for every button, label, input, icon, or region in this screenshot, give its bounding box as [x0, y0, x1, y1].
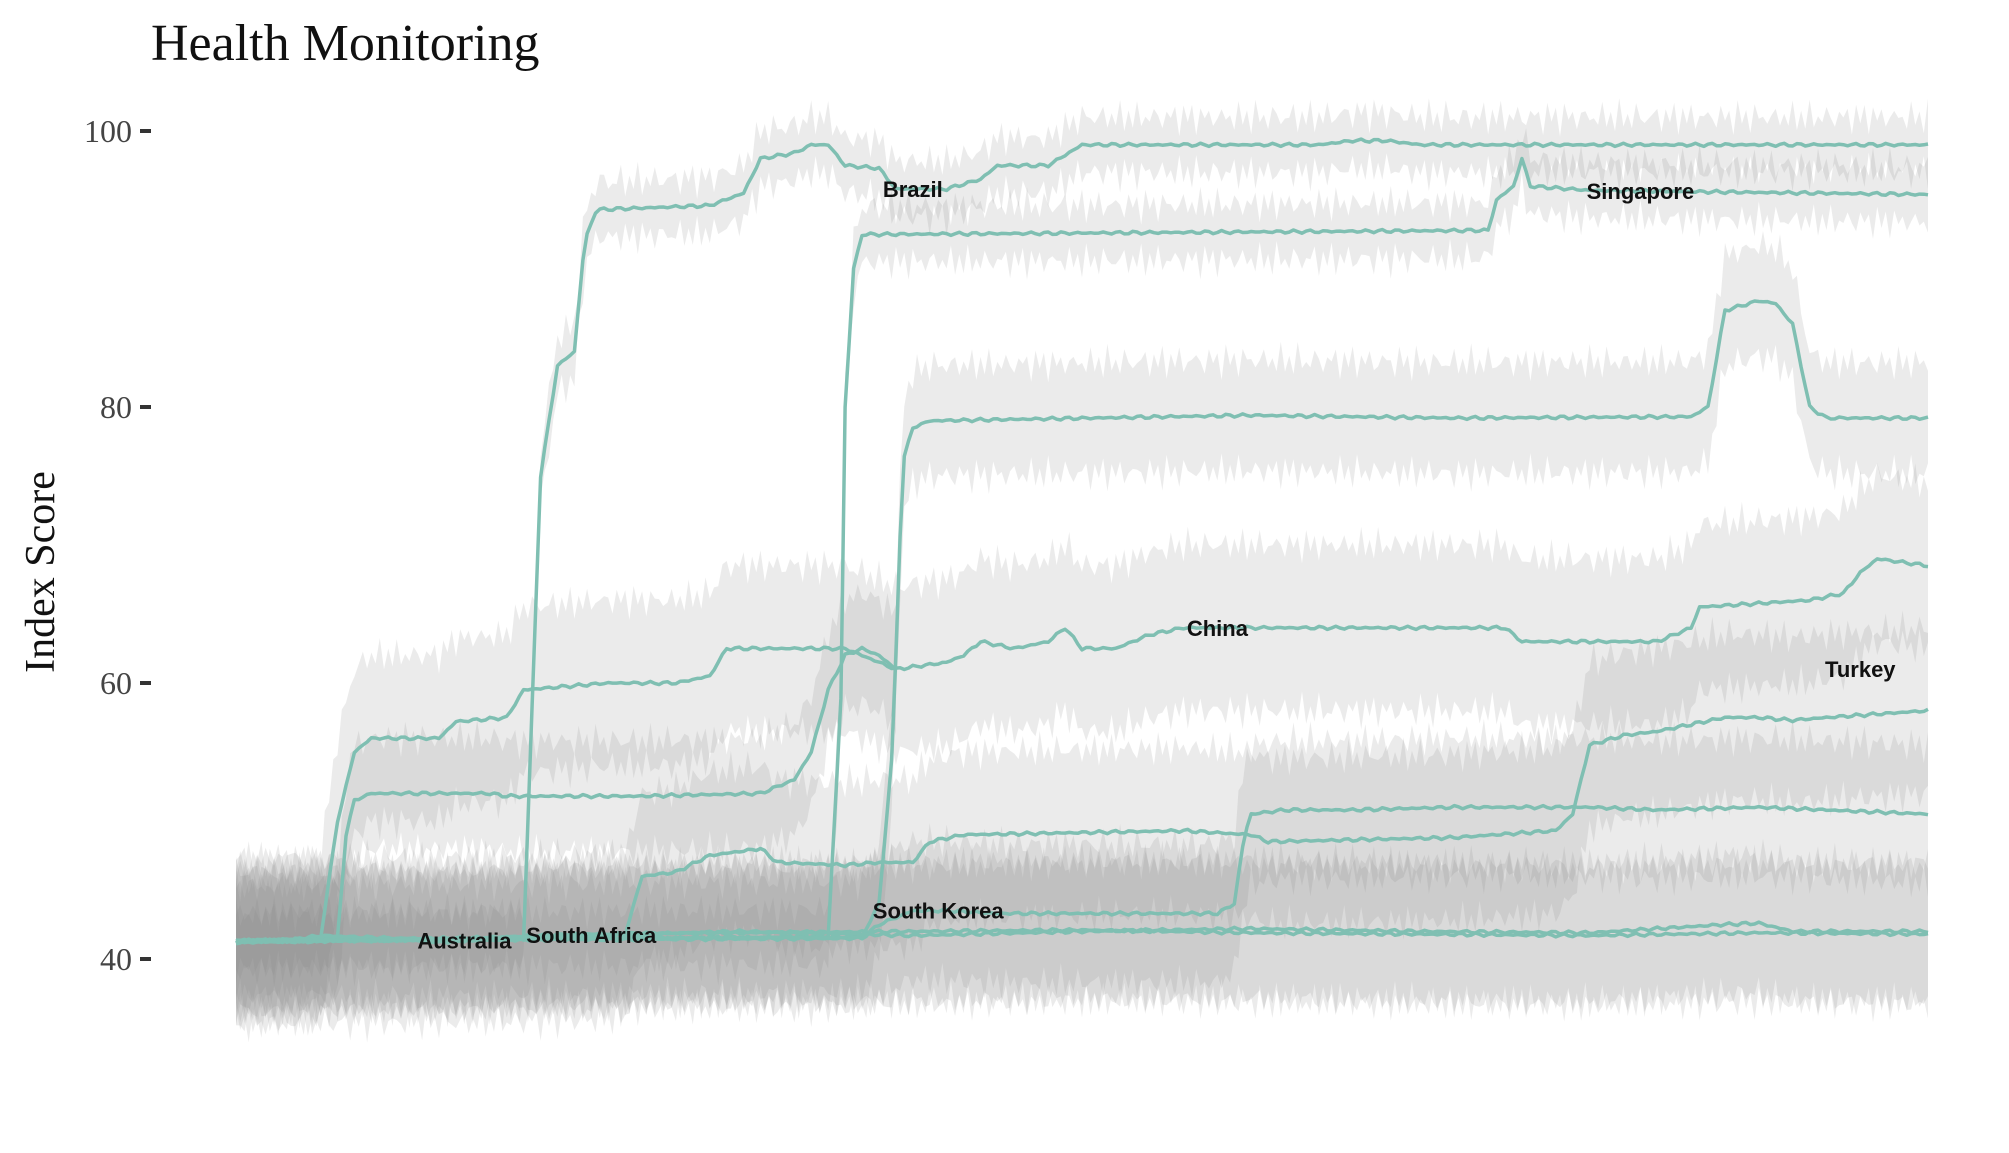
series-3-band	[236, 231, 1928, 1015]
china-label: China	[1187, 616, 1249, 641]
australia-band	[236, 841, 1928, 1028]
chart-title: Health Monitoring	[151, 15, 540, 72]
y-axis: 40 60 80 100	[84, 113, 151, 977]
y-tick-label-60: 60	[100, 665, 132, 701]
china-band	[236, 462, 1928, 1038]
y-axis-label: Index Score	[18, 471, 64, 673]
turkey-line	[235, 645, 898, 945]
turkey-label: Turkey	[1825, 657, 1896, 682]
singapore-label: Singapore	[1587, 179, 1695, 204]
series-lines	[235, 137, 1929, 946]
y-tick-label-100: 100	[84, 113, 132, 149]
brazil-label: Brazil	[883, 177, 943, 202]
south-korea-band	[236, 719, 1928, 1028]
confidence-bands	[236, 98, 1928, 1043]
turkey-band	[236, 584, 896, 1015]
series-labels: Brazil Singapore China Turkey South Korea Aus…	[417, 177, 1896, 953]
y-tick-label-80: 80	[100, 389, 132, 425]
south-africa-line	[235, 920, 1929, 946]
australia-label: Australia	[417, 928, 512, 953]
china-line	[235, 557, 1929, 945]
south-korea-line	[235, 803, 1929, 945]
south-africa-label: South Africa	[526, 923, 657, 948]
y-tick-label-40: 40	[100, 941, 132, 977]
south-korea-label: South Korea	[873, 899, 1005, 924]
